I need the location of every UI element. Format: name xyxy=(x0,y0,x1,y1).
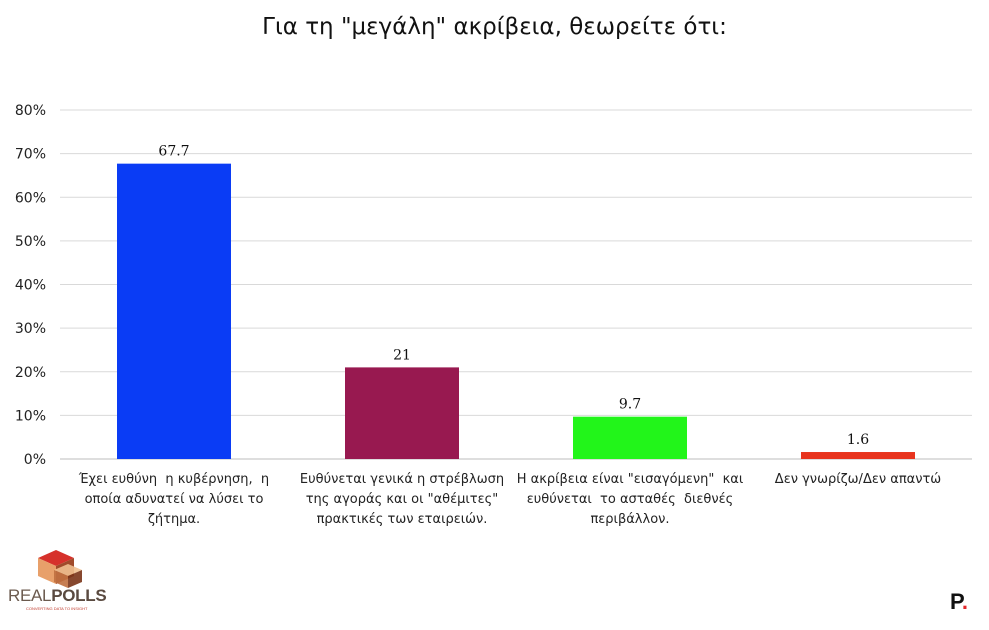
category-label: Έχει ευθύνη η κυβέρνηση, η xyxy=(78,472,269,487)
publisher-logo-letter: P xyxy=(950,589,962,614)
category-label: περιβάλλον. xyxy=(590,512,669,527)
data-label: 1.6 xyxy=(847,432,869,448)
category-label: Η ακρίβεια είναι "εισαγόμενη" και xyxy=(517,472,744,487)
y-tick-label: 60% xyxy=(15,190,46,206)
category-label: ζήτημα. xyxy=(148,512,200,527)
data-label: 9.7 xyxy=(619,397,641,413)
bar xyxy=(117,163,231,459)
publisher-logo: P. xyxy=(950,589,968,615)
realpolls-logo: REALPOLLS CONVERTING DATA TO INSIGHT xyxy=(8,548,118,611)
realpolls-cube-icon xyxy=(38,550,82,588)
category-label: οποία αδυνατεί να λύσει το xyxy=(85,492,264,507)
data-labels: 67.7 21 9.7 1.6 xyxy=(158,144,869,448)
y-tick-label: 30% xyxy=(15,321,46,337)
y-tick-label: 20% xyxy=(15,365,46,381)
y-tick-label: 50% xyxy=(15,234,46,250)
y-tick-label: 70% xyxy=(15,147,46,163)
realpolls-tagline: CONVERTING DATA TO INSIGHT xyxy=(26,606,88,611)
bar xyxy=(345,367,459,459)
publisher-logo-dot: . xyxy=(961,589,968,614)
y-tick-label: 40% xyxy=(15,278,46,294)
y-tick-label: 0% xyxy=(24,452,46,468)
category-label: πρακτικές των εταιρειών. xyxy=(317,512,488,527)
bar xyxy=(573,416,687,459)
bars xyxy=(117,163,915,459)
y-axis-ticks: 0% 10% 20% 30% 40% 50% 60% 70% 80% xyxy=(15,103,46,468)
y-tick-label: 80% xyxy=(15,103,46,119)
chart-title: Για τη "μεγάλη" ακρίβεια, θεωρείτε ότι: xyxy=(262,14,727,40)
category-label: Ευθύνεται γενικά η στρέβλωση xyxy=(300,472,504,487)
category-label: Δεν γνωρίζω/Δεν απαντώ xyxy=(775,472,941,487)
category-label: της αγοράς και οι "αθέμιτες" xyxy=(306,492,499,507)
bar xyxy=(801,452,915,459)
realpolls-wordmark: REALPOLLS xyxy=(8,586,107,605)
data-label: 67.7 xyxy=(158,144,189,160)
data-label: 21 xyxy=(393,347,411,363)
category-labels: Έχει ευθύνη η κυβέρνηση, η οποία αδυνατεί… xyxy=(78,472,941,527)
y-tick-label: 10% xyxy=(15,408,46,424)
category-label: ευθύνεται το ασταθές διεθνές xyxy=(527,492,734,507)
